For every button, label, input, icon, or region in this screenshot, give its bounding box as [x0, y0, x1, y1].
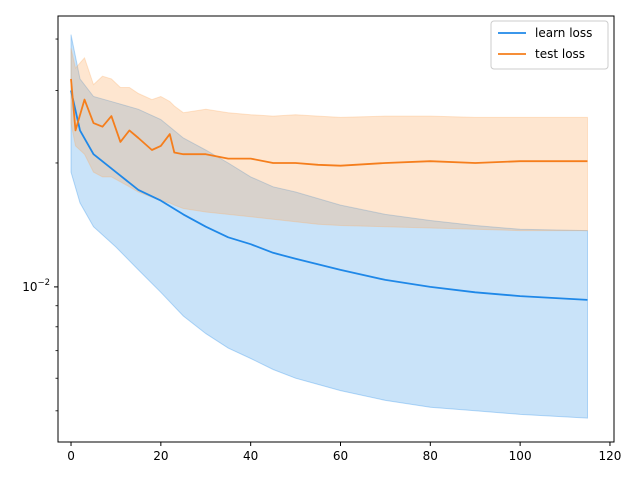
bands-layer	[70, 34, 588, 419]
x-tick-label: 20	[153, 449, 168, 463]
x-tick-label: 100	[509, 449, 532, 463]
plot-frame	[57, 15, 615, 443]
x-tick-label: 40	[243, 449, 258, 463]
series-line-test-loss	[70, 78, 588, 167]
band-test-loss	[70, 48, 588, 232]
x-tick-label: 120	[599, 449, 622, 463]
legend-label: test loss	[535, 47, 585, 61]
band-learn-loss	[70, 34, 588, 419]
x-tick-label: 80	[423, 449, 438, 463]
series-line-learn-loss	[70, 90, 588, 301]
ticks-layer: 0 20 40 60 80 100 120 10−2	[22, 38, 622, 463]
x-tick-label: 60	[333, 449, 348, 463]
legend: learn loss test loss	[490, 20, 609, 70]
x-tick-label: 0	[67, 449, 75, 463]
lines-layer	[70, 78, 588, 301]
legend-label: learn loss	[535, 26, 592, 40]
y-tick-label: 10−2	[22, 278, 50, 294]
